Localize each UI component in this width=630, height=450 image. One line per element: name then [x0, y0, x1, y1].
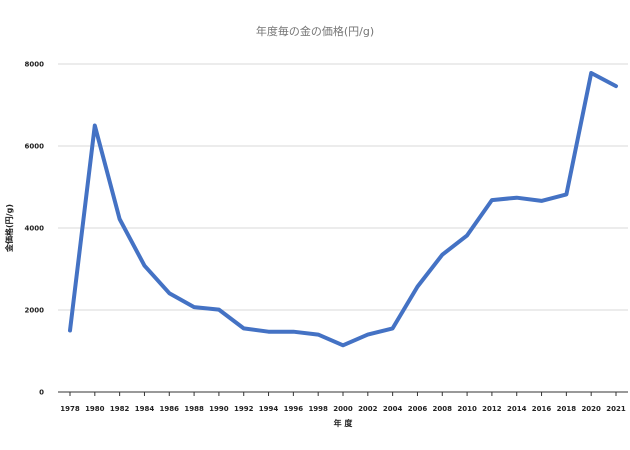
gridlines [58, 63, 628, 393]
x-tick-label: 2010 [457, 405, 477, 413]
x-tick-label: 2016 [532, 405, 552, 413]
x-tick-label: 1984 [135, 405, 155, 413]
x-axis-label: 年 度 [334, 418, 354, 428]
x-tick-label: 2004 [383, 405, 403, 413]
y-axis-ticks: 0 2000 4000 6000 8000 [25, 61, 45, 397]
x-tick-label: 2000 [333, 405, 353, 413]
y-tick-label: 6000 [25, 143, 45, 151]
x-tick-label: 1980 [85, 405, 105, 413]
y-tick-label: 4000 [25, 225, 45, 233]
x-tick-label: 2018 [557, 405, 577, 413]
y-tick-label: 8000 [25, 61, 45, 69]
x-tick-label: 1994 [259, 405, 279, 413]
x-tick-label: 1990 [209, 405, 229, 413]
chart-title: 年度毎の金の価格(円/g) [256, 24, 374, 38]
x-tick-label: 2014 [507, 405, 527, 413]
x-tick-label: 1978 [60, 405, 80, 413]
x-tick-label: 1992 [234, 405, 254, 413]
x-tick-label: 1988 [184, 405, 204, 413]
x-tick-label: 2002 [358, 405, 378, 413]
x-tick-label: 1998 [308, 405, 328, 413]
x-tick-label: 2012 [482, 405, 502, 413]
x-tick-label: 2008 [433, 405, 453, 413]
x-tick-label: 1986 [160, 405, 180, 413]
x-tick-label: 2006 [408, 405, 428, 413]
y-tick-label: 0 [39, 389, 44, 397]
series-layer [68, 71, 618, 348]
x-tick-label: 2021 [606, 405, 626, 413]
x-axis-ticks: 1978 1980 1982 1984 1986 1988 1990 1992 1994 1996… [60, 392, 626, 413]
x-tick-label: 2020 [581, 405, 601, 413]
x-tick-label: 1982 [110, 405, 130, 413]
y-tick-label: 2000 [25, 307, 45, 315]
y-axis-label: 金価格(円/g) [4, 204, 14, 253]
series-line [68, 71, 618, 348]
x-tick-label: 1996 [284, 405, 304, 413]
